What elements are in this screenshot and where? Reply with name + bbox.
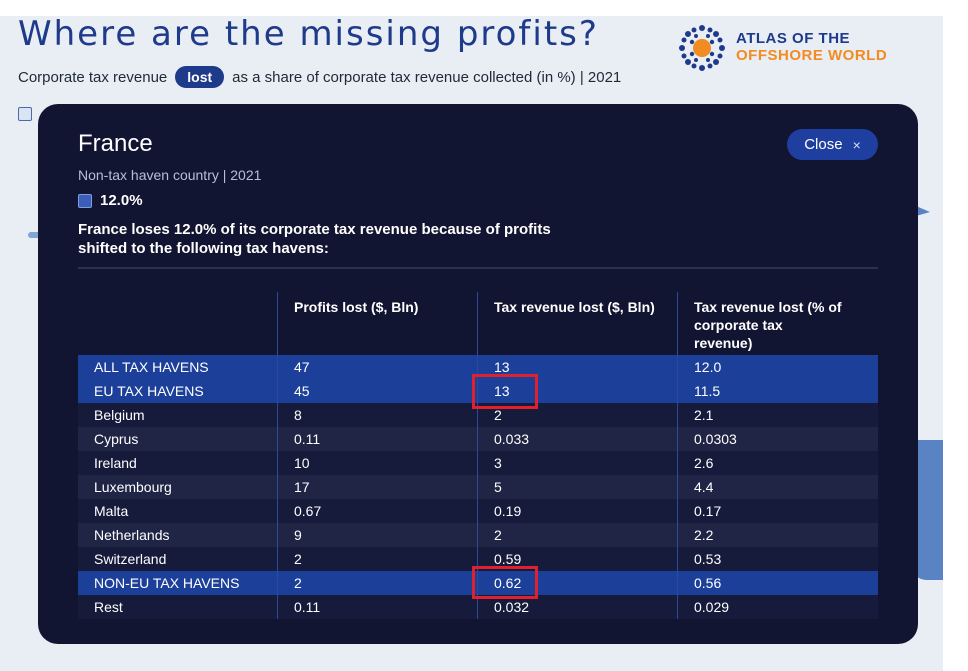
table-cell-pct: 0.029 xyxy=(694,599,730,615)
annotation-highlight-eu-tax xyxy=(472,374,538,409)
table-cell-pct: 0.53 xyxy=(694,551,722,567)
table-cell-pct: 12.0 xyxy=(694,359,722,375)
table-cell-tax: 0.59 xyxy=(494,551,522,567)
subtitle-text-before: Corporate tax revenue xyxy=(18,68,168,86)
table-cell-name: Belgium xyxy=(94,407,145,423)
table-cell-tax: 2 xyxy=(494,527,502,543)
table-cell-profits: 45 xyxy=(294,383,310,399)
modal-description: France loses 12.0% of its corporate tax … xyxy=(78,221,551,257)
page-subtitle: Corporate tax revenue lost as a share of… xyxy=(18,66,621,88)
modal-percentage-value: 12.0% xyxy=(100,192,143,209)
table-cell-name: Switzerland xyxy=(94,551,167,567)
table-row: Malta 0.67 0.19 0.17 xyxy=(78,499,878,523)
table-cell-profits: 0.11 xyxy=(294,599,321,615)
column-divider-1 xyxy=(277,292,278,619)
table-cell-profits: 10 xyxy=(294,455,310,471)
table-cell-profits: 8 xyxy=(294,407,302,423)
table-cell-tax: 0.032 xyxy=(494,599,530,615)
table-cell-name: NON-EU TAX HAVENS xyxy=(94,575,240,591)
table-cell-name: ALL TAX HAVENS xyxy=(94,359,209,375)
table-row: Switzerland 2 0.59 0.53 xyxy=(78,547,878,571)
close-button-label: Close xyxy=(804,136,843,153)
background-checkbox[interactable] xyxy=(18,107,32,121)
table-cell-tax: 0.19 xyxy=(494,503,522,519)
modal-country-type: Non-tax haven country | 2021 xyxy=(78,167,262,183)
table-cell-pct: 0.56 xyxy=(694,575,722,591)
lost-toggle-pill[interactable]: lost xyxy=(175,66,225,88)
subtitle-text-after: as a share of corporate tax revenue coll… xyxy=(232,68,622,86)
table-row: Netherlands 9 2 2.2 xyxy=(78,523,878,547)
table-cell-tax: 3 xyxy=(494,455,502,471)
column-divider-3 xyxy=(677,292,678,619)
column-header-pct: Tax revenue lost (% of corporate tax rev… xyxy=(694,299,842,351)
table-cell-profits: 2 xyxy=(294,551,302,567)
table-cell-name: Malta xyxy=(94,503,129,519)
table-cell-name: Netherlands xyxy=(94,527,170,543)
modal-divider xyxy=(78,267,878,269)
table-cell-pct: 0.17 xyxy=(694,503,722,519)
map-shape-right-top xyxy=(916,206,930,216)
legend-square-icon xyxy=(78,193,92,208)
table-row: Cyprus 0.11 0.033 0.0303 xyxy=(78,427,878,451)
table-cell-profits: 0.11 xyxy=(294,431,321,447)
table-row: Luxembourg 17 5 4.4 xyxy=(78,475,878,499)
table-cell-pct: 2.6 xyxy=(694,455,714,471)
top-strip xyxy=(0,0,943,16)
column-divider-2 xyxy=(477,292,478,619)
table-cell-profits: 47 xyxy=(294,359,310,375)
logo-line-2: OFFSHORE WORLD xyxy=(736,47,888,64)
country-detail-modal: France Non-tax haven country | 2021 12.0… xyxy=(38,104,918,644)
table-cell-profits: 17 xyxy=(294,479,310,495)
page-headline: Where are the missing profits? xyxy=(18,14,599,54)
table-cell-tax: 5 xyxy=(494,479,502,495)
globe-dots-icon xyxy=(679,25,725,71)
table-cell-pct: 11.5 xyxy=(694,383,721,399)
modal-country-title: France xyxy=(78,130,153,157)
table-cell-name: Cyprus xyxy=(94,431,139,447)
column-header-profits: Profits lost ($, Bln) xyxy=(294,299,419,315)
table-cell-tax: 13 xyxy=(494,383,510,399)
table-row: NON-EU TAX HAVENS 2 0.62 0.56 xyxy=(78,571,878,595)
column-header-tax: Tax revenue lost ($, Bln) xyxy=(494,299,655,315)
table-cell-pct: 0.0303 xyxy=(694,431,737,447)
close-icon: × xyxy=(852,136,861,153)
table-cell-profits: 2 xyxy=(294,575,302,591)
table-cell-pct: 4.4 xyxy=(694,479,714,495)
table-cell-name: Luxembourg xyxy=(94,479,172,495)
atlas-logo[interactable]: ATLAS OF THE OFFSHORE WORLD xyxy=(676,22,936,76)
table-row: Ireland 10 3 2.6 xyxy=(78,451,878,475)
table-cell-pct: 2.2 xyxy=(694,527,714,543)
table-cell-profits: 0.67 xyxy=(294,503,322,519)
table-cell-tax: 13 xyxy=(494,359,510,375)
annotation-highlight-noneu-tax xyxy=(472,566,538,599)
table-row: Rest 0.11 0.032 0.029 xyxy=(78,595,878,619)
table-cell-name: Ireland xyxy=(94,455,137,471)
logo-line-1: ATLAS OF THE xyxy=(736,30,851,47)
map-shape-left xyxy=(28,232,42,238)
table-cell-tax: 0.033 xyxy=(494,431,530,447)
table-cell-profits: 9 xyxy=(294,527,302,543)
table-header: Profits lost ($, Bln) Tax revenue lost (… xyxy=(78,292,878,355)
close-button[interactable]: Close × xyxy=(787,129,878,160)
table-row: EU TAX HAVENS 45 13 11.5 xyxy=(78,379,878,403)
table-cell-name: EU TAX HAVENS xyxy=(94,383,204,399)
table-cell-pct: 2.1 xyxy=(694,407,714,423)
table-cell-tax: 2 xyxy=(494,407,502,423)
table-cell-name: Rest xyxy=(94,599,123,615)
table-cell-tax: 0.62 xyxy=(494,575,522,591)
modal-percentage: 12.0% xyxy=(78,192,143,209)
